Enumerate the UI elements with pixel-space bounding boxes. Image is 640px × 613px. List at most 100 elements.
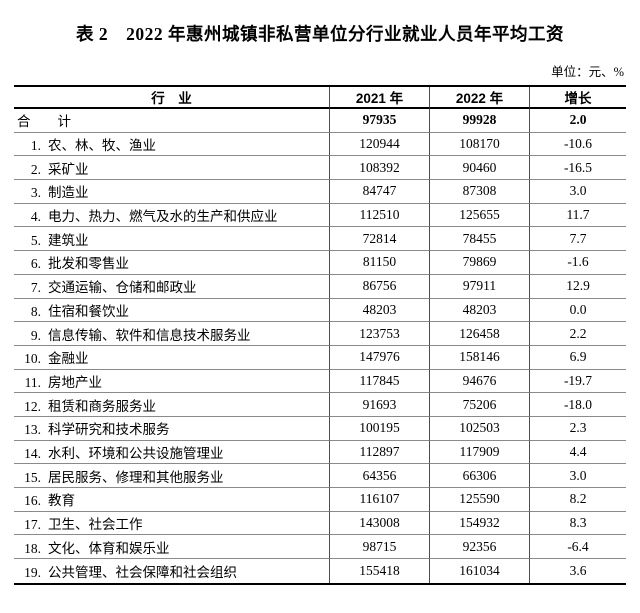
industry-name: 卫生、社会工作 [48,517,143,533]
industry-name: 制造业 [48,185,89,201]
value-2021-cell: 143008 [330,511,430,536]
row-number: 1. [30,138,41,154]
value-2021-cell: 112897 [330,440,430,465]
value-2021-cell: 155418 [330,559,430,583]
table-row: 11. 房地产业 117845 94676 -19.7 [14,369,626,394]
value-2022-cell: 161034 [430,559,530,583]
table-row: 6. 批发和零售业 81150 79869 -1.6 [14,251,626,275]
row-number: 6. [30,256,41,272]
value-2021-cell: 84747 [330,180,430,204]
value-2022-cell: 125590 [430,488,530,512]
table-row: 18. 文化、体育和娱乐业 98715 92356 -6.4 [14,535,626,560]
industry-name: 科学研究和技术服务 [48,422,170,438]
total-row: 合 计 97935 99928 2.0 [14,109,626,133]
row-number: 17. [24,517,41,533]
value-2021-cell: 147976 [330,345,430,370]
wage-table: 行 业 2021 年 2022 年 增长 合 计 97935 99928 2.0… [14,85,626,585]
industry-cell: 5. 建筑业 [14,227,330,252]
value-2022-cell: 75206 [430,393,530,417]
industry-name: 公共管理、社会保障和社会组织 [48,564,237,580]
value-2022-cell: 126458 [430,322,530,346]
value-2021-cell: 120944 [330,132,430,157]
value-2022-cell: 125655 [430,203,530,228]
industry-cell: 19. 公共管理、社会保障和社会组织 [14,559,330,583]
growth-cell: 2.0 [530,109,626,133]
document-page: 表 2 2022 年惠州城镇非私营单位分行业就业人员年平均工资 单位：元、% 行… [0,21,640,585]
industry-name: 住宿和餐饮业 [48,303,129,319]
industry-cell: 8. 住宿和餐饮业 [14,298,330,323]
column-header-industry: 行 业 [14,87,330,109]
row-number: 13. [24,422,41,438]
growth-cell: -16.5 [530,156,626,181]
growth-cell: 4.4 [530,441,626,465]
column-header-growth: 增长 [530,87,626,109]
table-row: 1. 农、林、牧、渔业 120944 108170 -10.6 [14,132,626,157]
industry-cell: 12. 租赁和商务服务业 [14,393,330,417]
growth-cell: 3.6 [569,562,587,578]
industry-cell: 3. 制造业 [14,180,330,204]
growth-cell: 12.9 [530,275,626,299]
table-row: 13. 科学研究和技术服务 100195 102503 2.3 [14,416,626,441]
row-number: 4. [30,209,41,225]
industry-cell: 4. 电力、热力、燃气及水的生产和供应业 [14,203,330,228]
row-number: 2. [30,161,41,177]
industry-name: 文化、体育和娱乐业 [48,540,170,556]
industry-cell: 13. 科学研究和技术服务 [14,416,330,441]
table-row: 14. 水利、环境和公共设施管理业 112897 117909 4.4 [14,440,626,465]
table-row: 15. 居民服务、修理和其他服务业 64356 66306 3.0 [14,464,626,488]
growth-cell: 6.9 [530,346,626,370]
row-number: 15. [24,469,41,485]
industry-cell: 15. 居民服务、修理和其他服务业 [14,464,330,488]
value-2022-cell: 90460 [430,156,530,181]
column-header-2022: 2022 年 [430,87,530,109]
column-header-2021: 2021 年 [330,87,430,109]
industry-cell: 18. 文化、体育和娱乐业 [14,535,330,560]
industry-name: 金融业 [48,351,89,367]
growth-cell: 0.0 [530,299,626,323]
growth-cell: 3.0 [530,464,626,488]
industry-cell: 14. 水利、环境和公共设施管理业 [14,440,330,465]
industry-cell: 11. 房地产业 [14,369,330,394]
table-row: 19. 公共管理、社会保障和社会组织 155418 161034 3.6 [14,559,626,583]
table-title: 表 2 2022 年惠州城镇非私营单位分行业就业人员年平均工资 [76,24,564,44]
row-number: 14. [24,445,41,461]
industry-cell: 2. 采矿业 [14,156,330,181]
row-number: 16. [24,493,41,509]
growth-cell: 2.3 [530,417,626,441]
growth-cell: 8.3 [530,512,626,536]
value-2022-cell: 108170 [430,132,530,157]
growth-cell: 8.2 [530,488,626,512]
value-2021-cell: 123753 [330,322,430,346]
value-2022-cell: 94676 [430,369,530,394]
industry-cell: 10. 金融业 [14,345,330,370]
table-body: 合 计 97935 99928 2.0 1. 农、林、牧、渔业 120944 10… [14,109,626,583]
industry-cell: 16. 教育 [14,488,330,512]
value-2022-cell: 154932 [430,511,530,536]
value-2021-cell: 91693 [330,393,430,417]
industry-cell: 17. 卫生、社会工作 [14,511,330,536]
value-2022-cell: 102503 [430,416,530,441]
industry-name: 水利、环境和公共设施管理业 [48,445,224,461]
industry-cell: 9. 信息传输、软件和信息技术服务业 [14,322,330,346]
value-2021-cell: 48203 [330,298,430,323]
row-number: 10. [24,351,41,367]
unit-note: 单位：元、% [551,65,624,79]
table-row: 3. 制造业 84747 87308 3.0 [14,180,626,204]
growth-cell: -6.4 [530,535,626,560]
table-row: 16. 教育 116107 125590 8.2 [14,488,626,512]
growth-cell: -18.0 [530,393,626,417]
value-2021-cell: 98715 [330,535,430,560]
row-number: 5. [30,232,41,248]
row-number: 18. [24,540,41,556]
growth-cell: -10.6 [530,133,626,157]
value-2021-cell: 108392 [330,156,430,181]
row-number: 3. [30,185,41,201]
value-2022-cell: 117909 [430,440,530,465]
row-number: 19. [24,564,41,580]
industry-cell: 1. 农、林、牧、渔业 [14,132,330,157]
growth-cell: 11.7 [530,204,626,228]
value-2021-cell: 100195 [330,416,430,441]
industry-name: 房地产业 [48,374,102,390]
value-2021-cell: 72814 [330,227,430,252]
value-2022-cell: 99928 [430,109,530,133]
